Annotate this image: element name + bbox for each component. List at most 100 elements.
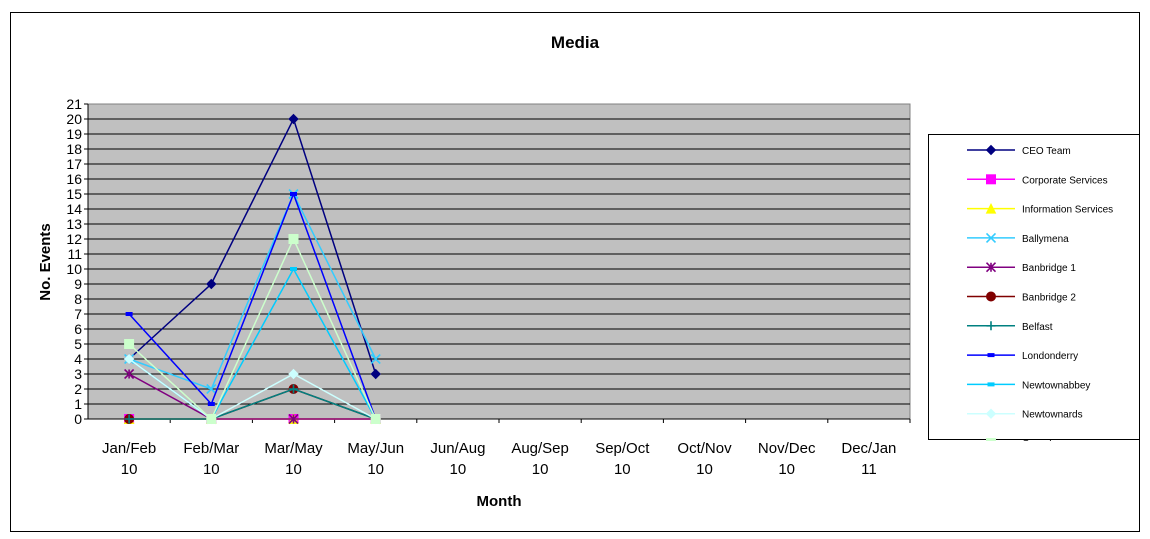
data-point (206, 414, 217, 424)
legend-item: Corporate Services (967, 174, 1108, 186)
x-tick-label: Mar/May 10 (264, 440, 323, 478)
x-tick-label: Feb/Mar 10 (183, 440, 239, 478)
y-tick-label: 20 (66, 111, 82, 127)
y-tick-label: 8 (74, 291, 82, 307)
data-point (124, 339, 135, 349)
data-point (370, 353, 381, 365)
legend-label: Corporate Services (1022, 175, 1108, 186)
data-point (288, 113, 299, 125)
x-tick-label: Nov/Dec 10 (758, 440, 816, 478)
legend-label: Londonderry (1022, 351, 1078, 362)
y-tick-label: 3 (74, 366, 82, 382)
y-tick-label: 12 (66, 231, 82, 247)
legend-label: CEO Team (1022, 146, 1071, 157)
legend-label: Belfast (1022, 322, 1053, 333)
legend-marker (986, 438, 996, 448)
y-tick-label: 9 (74, 276, 82, 292)
legend-marker (986, 291, 996, 302)
legend-item: Belfast (967, 321, 1053, 333)
series-line (128, 117, 377, 375)
legend-item: Ballymena (967, 232, 1069, 245)
data-point (206, 383, 217, 395)
legend-marker (987, 353, 995, 358)
series-line (128, 191, 377, 420)
x-axis-label: Month (477, 493, 522, 510)
x-tick-label: Dec/Jan 11 (841, 440, 896, 478)
series-line (128, 373, 376, 420)
y-tick-label: 1 (74, 396, 82, 412)
series-line (128, 358, 377, 420)
chart-title: Media (551, 33, 600, 52)
data-point (289, 384, 298, 394)
x-tick-label: Aug/Sep 10 (511, 440, 569, 478)
y-tick-label: 17 (66, 156, 82, 172)
data-point (288, 234, 299, 244)
legend-item: Newtownards (967, 408, 1083, 421)
y-tick-label: 14 (66, 201, 82, 217)
data-point (124, 414, 134, 424)
plot-area (87, 103, 911, 420)
data-point (123, 353, 135, 365)
legend-item: Newtownabbey (967, 380, 1090, 391)
legend-marker (986, 321, 996, 331)
data-point (290, 192, 297, 196)
y-tick-label: 5 (74, 336, 82, 352)
y-tick-label: 4 (74, 351, 82, 367)
legend-item: Information Services (967, 202, 1113, 216)
data-point (370, 414, 381, 424)
y-tick-label: 6 (74, 321, 82, 337)
legend-label: Banbridge 2 (1022, 293, 1076, 304)
y-tick-label: 13 (66, 216, 82, 232)
series-line (129, 388, 376, 420)
series-10 (124, 234, 381, 424)
legend-item: Londonderry (967, 351, 1078, 362)
series-layer (123, 113, 382, 425)
legend-marker (985, 232, 997, 243)
legend-label: Ballymena (1022, 234, 1069, 245)
data-point (370, 368, 381, 380)
series-line (128, 192, 377, 390)
legend-item: Banbridge 2 (967, 291, 1076, 304)
data-point (290, 267, 297, 271)
legend-marker (987, 382, 995, 387)
legend-marker (986, 174, 996, 185)
legend-label: Newtownards (1022, 410, 1083, 421)
gridlines (88, 118, 910, 405)
y-tick-label: 18 (66, 141, 82, 157)
x-tick-label: Oct/Nov 10 (677, 440, 732, 478)
y-tick-label: 0 (74, 411, 82, 427)
y-tick-label: 11 (67, 246, 82, 262)
x-axis-ticks: Jan/Feb 10 Feb/Mar 10 Mar/May 10 May/Jun 10 Jun/… (102, 440, 896, 478)
legend-marker (985, 144, 997, 156)
x-tick-label: Sep/Oct 10 (595, 440, 650, 478)
legend-item: Banbridge 1 (967, 262, 1076, 274)
y-tick-label: 7 (74, 306, 82, 322)
data-point (288, 368, 299, 380)
x-tick-label: Jan/Feb 10 (102, 440, 156, 478)
legend-marker (985, 262, 997, 273)
legend-label: Omagh (1022, 439, 1055, 441)
data-point (124, 368, 135, 380)
y-tick-label: 16 (66, 171, 82, 187)
legend-label: Banbridge 1 (1022, 263, 1076, 274)
x-tick-label: May/Jun 10 (347, 440, 404, 478)
legend-label: Newtownabbey (1022, 380, 1090, 391)
y-tick-label: 15 (66, 186, 82, 202)
data-point (207, 402, 215, 406)
legend-marker (985, 202, 997, 214)
y-tick-label: 2 (74, 381, 82, 397)
y-tick-label: 19 (66, 126, 82, 142)
legend-marker (985, 408, 997, 419)
legend: CEO Team Corporate Services Information Se… (928, 134, 1140, 450)
data-point (206, 278, 217, 290)
y-tick-label: 21 (66, 96, 82, 112)
data-point (288, 413, 299, 425)
x-tick-label: Jun/Aug 10 (430, 440, 485, 478)
series-line (128, 237, 377, 421)
y-tick-label: 10 (66, 261, 82, 277)
legend-item: CEO Team (967, 144, 1071, 157)
data-point (125, 312, 133, 316)
legend-item: Omagh (967, 438, 1055, 450)
